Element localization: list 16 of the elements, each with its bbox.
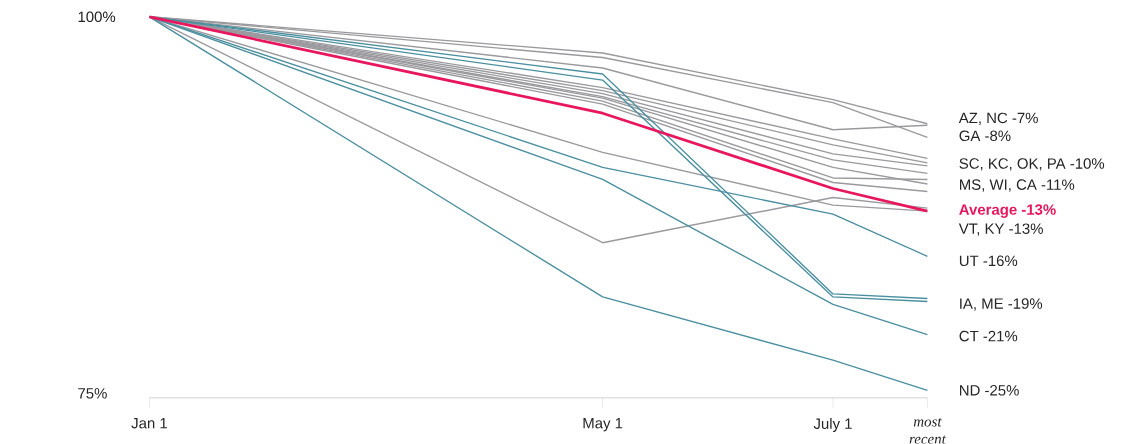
annotation: UT -16% [959,255,1018,267]
annotation: CT -21% [959,331,1018,342]
annotation: MS, WI, CA -11% [960,179,1075,192]
x-tick-label: May 1 [583,418,623,432]
text: Average -13% [959,204,1056,219]
annotation: SC, KC, OK, PA -10% [959,158,1105,171]
y-tick-label: 100% [78,11,116,23]
annotation: GA -8% [959,130,1011,142]
x-tick-label: Jan 1 [131,418,167,429]
text: VT, KY -13% [958,223,1043,236]
text: AZ, NC -7% [958,112,1038,126]
annotation: IA, ME -19% [960,298,1043,311]
x-tick-label: most recent [909,418,947,444]
y-tick-label: 75% [78,388,107,399]
annotation: ND -25% [960,385,1019,396]
x-tick-label: July 1 [813,418,852,433]
